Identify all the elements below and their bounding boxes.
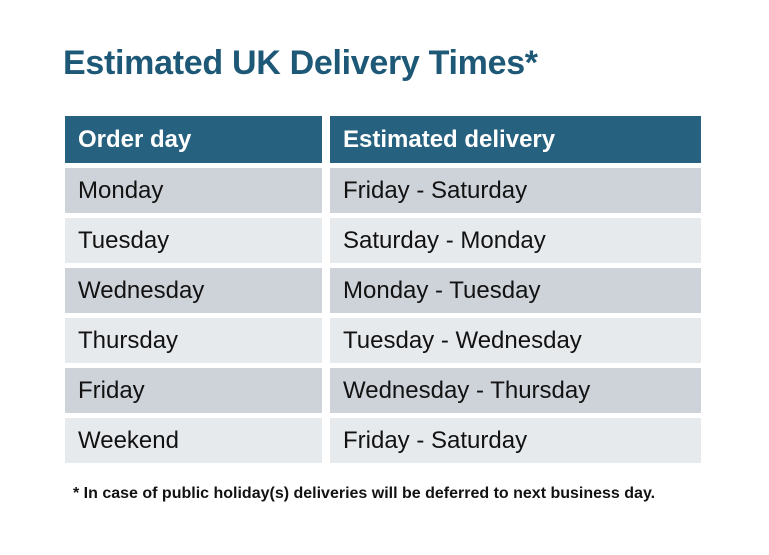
delivery-cell: Wednesday - Thursday bbox=[330, 368, 701, 413]
order-day-cell: Monday bbox=[65, 168, 322, 213]
order-day-cell: Thursday bbox=[65, 318, 322, 363]
delivery-cell: Saturday - Monday bbox=[330, 218, 701, 263]
order-day-cell: Tuesday bbox=[65, 218, 322, 263]
delivery-cell: Monday - Tuesday bbox=[330, 268, 701, 313]
delivery-cell: Tuesday - Wednesday bbox=[330, 318, 701, 363]
delivery-table: Order day Estimated delivery Monday Frid… bbox=[65, 116, 701, 463]
delivery-cell: Friday - Saturday bbox=[330, 168, 701, 213]
order-day-cell: Wednesday bbox=[65, 268, 322, 313]
order-day-cell: Friday bbox=[65, 368, 322, 413]
order-day-cell: Weekend bbox=[65, 418, 322, 463]
footnote: * In case of public holiday(s) deliverie… bbox=[73, 485, 656, 502]
delivery-cell: Friday - Saturday bbox=[330, 418, 701, 463]
column-header-estimated-delivery: Estimated delivery bbox=[330, 116, 701, 163]
page-title: Estimated UK Delivery Times* bbox=[63, 44, 538, 82]
column-header-order-day: Order day bbox=[65, 116, 322, 163]
